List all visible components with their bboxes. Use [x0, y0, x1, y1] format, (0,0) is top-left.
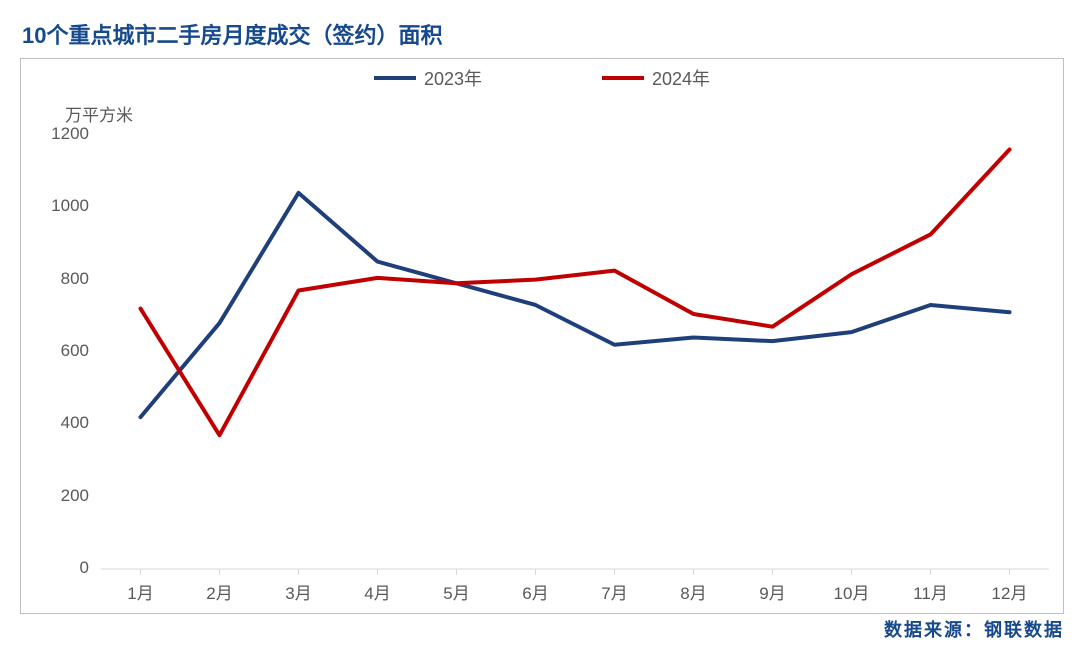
x-tick-label: 1月	[101, 579, 180, 604]
x-tick-label: 7月	[575, 579, 654, 604]
y-tick-label: 800	[21, 269, 89, 289]
x-tick-label: 3月	[259, 579, 338, 604]
x-tick-label: 2月	[180, 579, 259, 604]
x-tick-label: 10月	[812, 579, 891, 604]
x-tick-label: 4月	[338, 579, 417, 604]
y-tick-label: 400	[21, 413, 89, 433]
y-tick-label: 200	[21, 486, 89, 506]
x-tick-label: 9月	[733, 579, 812, 604]
x-tick-label: 8月	[654, 579, 733, 604]
x-tick-label: 6月	[496, 579, 575, 604]
y-tick-label: 600	[21, 341, 89, 361]
chart-frame: 2023年2024年 万平方米 0200400600800100012001月2…	[20, 58, 1064, 614]
chart-container: 10个重点城市二手房月度成交（签约）面积 2023年2024年 万平方米 020…	[0, 0, 1084, 646]
x-tick-label: 12月	[970, 579, 1049, 604]
line-plot	[21, 59, 1065, 615]
y-tick-label: 0	[21, 558, 89, 578]
x-tick-label: 11月	[891, 579, 970, 604]
x-tick-label: 5月	[417, 579, 496, 604]
y-tick-label: 1000	[21, 196, 89, 216]
data-source-label: 数据来源：钢联数据	[884, 616, 1064, 642]
y-tick-label: 1200	[21, 124, 89, 144]
chart-title: 10个重点城市二手房月度成交（签约）面积	[22, 18, 1064, 50]
